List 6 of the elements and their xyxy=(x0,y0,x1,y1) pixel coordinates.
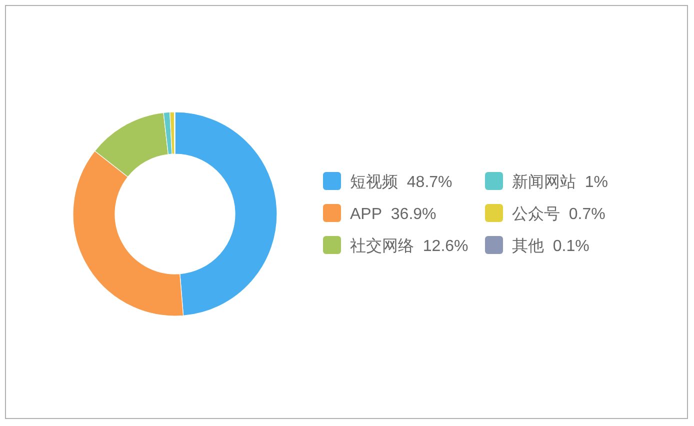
legend-label: 其他 0.1% xyxy=(512,237,590,255)
legend-label: 短视频 48.7% xyxy=(350,173,452,191)
legend-label: 新闻网站 1% xyxy=(512,173,608,191)
legend-label: 社交网络 12.6% xyxy=(350,237,468,255)
legend-label: 公众号 0.7% xyxy=(512,206,606,223)
legend-label: APP 36.9% xyxy=(350,206,436,223)
